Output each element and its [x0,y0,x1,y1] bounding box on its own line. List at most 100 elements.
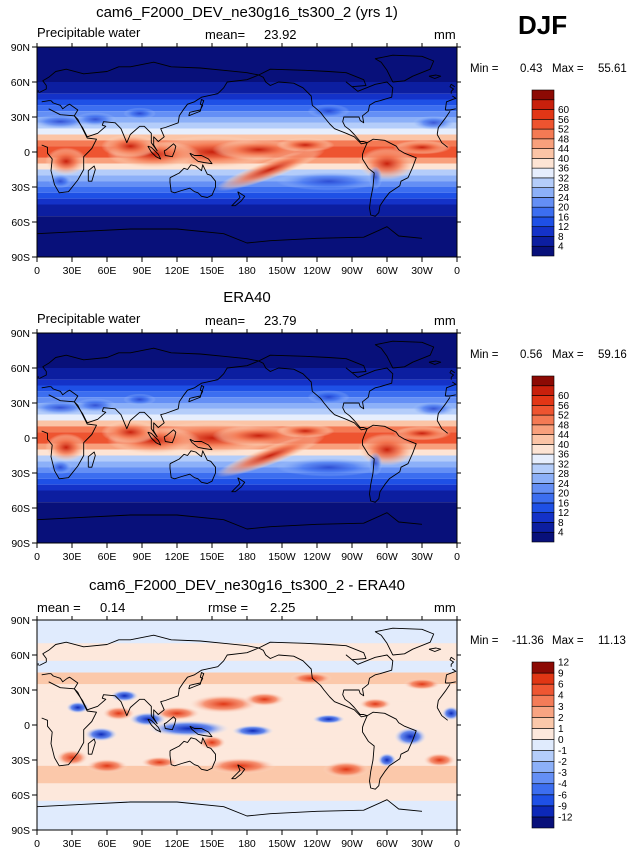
panel-1-max-label: Max = [552,63,584,75]
y-tick-label: 90S [11,825,30,837]
coastline-greenland [374,340,435,369]
coastline-iceland [428,74,442,79]
colorbar-label: 24 [558,193,570,204]
colorbar-label: 28 [558,183,570,194]
colorbar-label: 20 [558,203,570,214]
colorbar-box [531,816,555,829]
panel-1-variable: Precipitable water [37,25,141,40]
pw-lat-band [37,502,457,543]
pw-lat-band [37,128,457,135]
colorbar-box [531,216,555,228]
colorbar-label: 32 [558,173,570,184]
panel-2-max-label: Max = [552,349,584,361]
colorbar-label: 16 [558,212,570,223]
panel-2-units: mm [434,313,456,328]
x-tick-label: 120E [165,838,190,850]
colorbar-box [531,761,555,773]
coastline-newguinea [189,152,213,165]
coastline-borneo [163,429,177,444]
panel-2-mean-label: mean= [205,313,246,328]
pw-lat-band [37,490,457,503]
x-tick-label: 180 [238,265,256,277]
pw-lat-band [37,47,457,82]
coastline-newzealand [231,764,246,780]
x-tick-label: 60E [98,265,117,277]
colorbar-box [531,463,555,474]
map-panel-1 [37,47,457,257]
coastline-africa [41,681,451,767]
pw-lat-band [37,122,457,129]
colorbar-label: 8 [558,232,564,243]
colorbar-box [531,128,555,140]
colorbar-label: -2 [558,757,567,768]
colorbar-label: 6 [558,680,564,691]
map-panel-2 [37,333,457,543]
coastline-uk [37,369,455,380]
y-tick-label: 60S [11,503,30,515]
coastline-antarctica [37,799,423,817]
dry-region [307,390,350,405]
coastline-samerica [362,138,417,217]
colorbar-box [531,805,555,818]
colorbar-box [531,772,555,785]
colorbar-box [531,672,555,685]
colorbar-label: 36 [558,450,570,461]
coastline-australia [169,737,216,771]
y-tick-label: 60N [11,363,30,375]
colorbar-box [531,473,555,484]
colorbar-label: 40 [558,440,570,451]
pw-lat-band [37,198,457,205]
panel-3-max-label: Max = [552,635,584,647]
x-tick-label: 120W [303,838,331,850]
panel-1-mean-label: mean= [205,27,246,42]
panel-3-units: mm [434,600,456,615]
panel-3-rmse: 2.25 [270,600,296,615]
moist-region [392,426,452,441]
y-tick-label: 30N [11,398,30,410]
pw-lat-band [37,134,457,141]
coastline-antarctica [37,226,423,244]
season-label: DJF [518,10,568,40]
colorbar-label: 4 [558,691,564,702]
negative-bias-region [84,727,118,742]
colorbar-label: 36 [558,164,570,175]
colorbar-box [531,717,555,729]
x-tick-label: 150W [268,265,296,277]
coastline-africa [41,108,451,194]
colorbar-label: 3 [558,702,564,713]
x-tick-label: 120E [165,265,190,277]
coastline-africa [41,394,451,480]
pw-lat-band [37,99,457,106]
colorbar-label: 0 [558,735,564,746]
colorbar-box [531,750,555,762]
colorbar-label: 48 [558,134,570,145]
coastline-japan [188,672,205,690]
positive-bias-region [198,735,226,750]
colorbar-box [531,794,555,807]
colorbar-label: -12 [558,812,573,823]
positive-bias-region [188,694,259,714]
moist-region [45,147,88,176]
x-tick-label: 180 [238,551,256,563]
coastline-eurasia [39,634,457,725]
x-tick-label: 0 [34,838,40,850]
y-tick-label: 90S [11,252,30,264]
coastline-sumatra [147,718,162,733]
colorbar-box [531,483,555,494]
colorbar-box [531,705,555,718]
panel-3-title: cam6_F2000_DEV_ne30g16_ts300_2 - ERA40 [88,577,406,594]
diff-zone [37,672,457,685]
diff-zone [37,800,457,830]
y-tick-label: 90N [11,328,30,340]
positive-bias-region [86,758,128,773]
panel-1-mean: 23.92 [264,27,297,42]
colorbar-box [531,236,555,247]
colorbar-label: 4 [558,242,564,253]
x-tick-label: 90W [341,551,363,563]
y-tick-label: 60S [11,217,30,229]
x-tick-label: 60W [376,551,398,563]
y-tick-label: 30N [11,112,30,124]
moist-region [101,420,160,444]
pw-lat-band [37,391,457,398]
y-tick-label: 30S [11,182,30,194]
